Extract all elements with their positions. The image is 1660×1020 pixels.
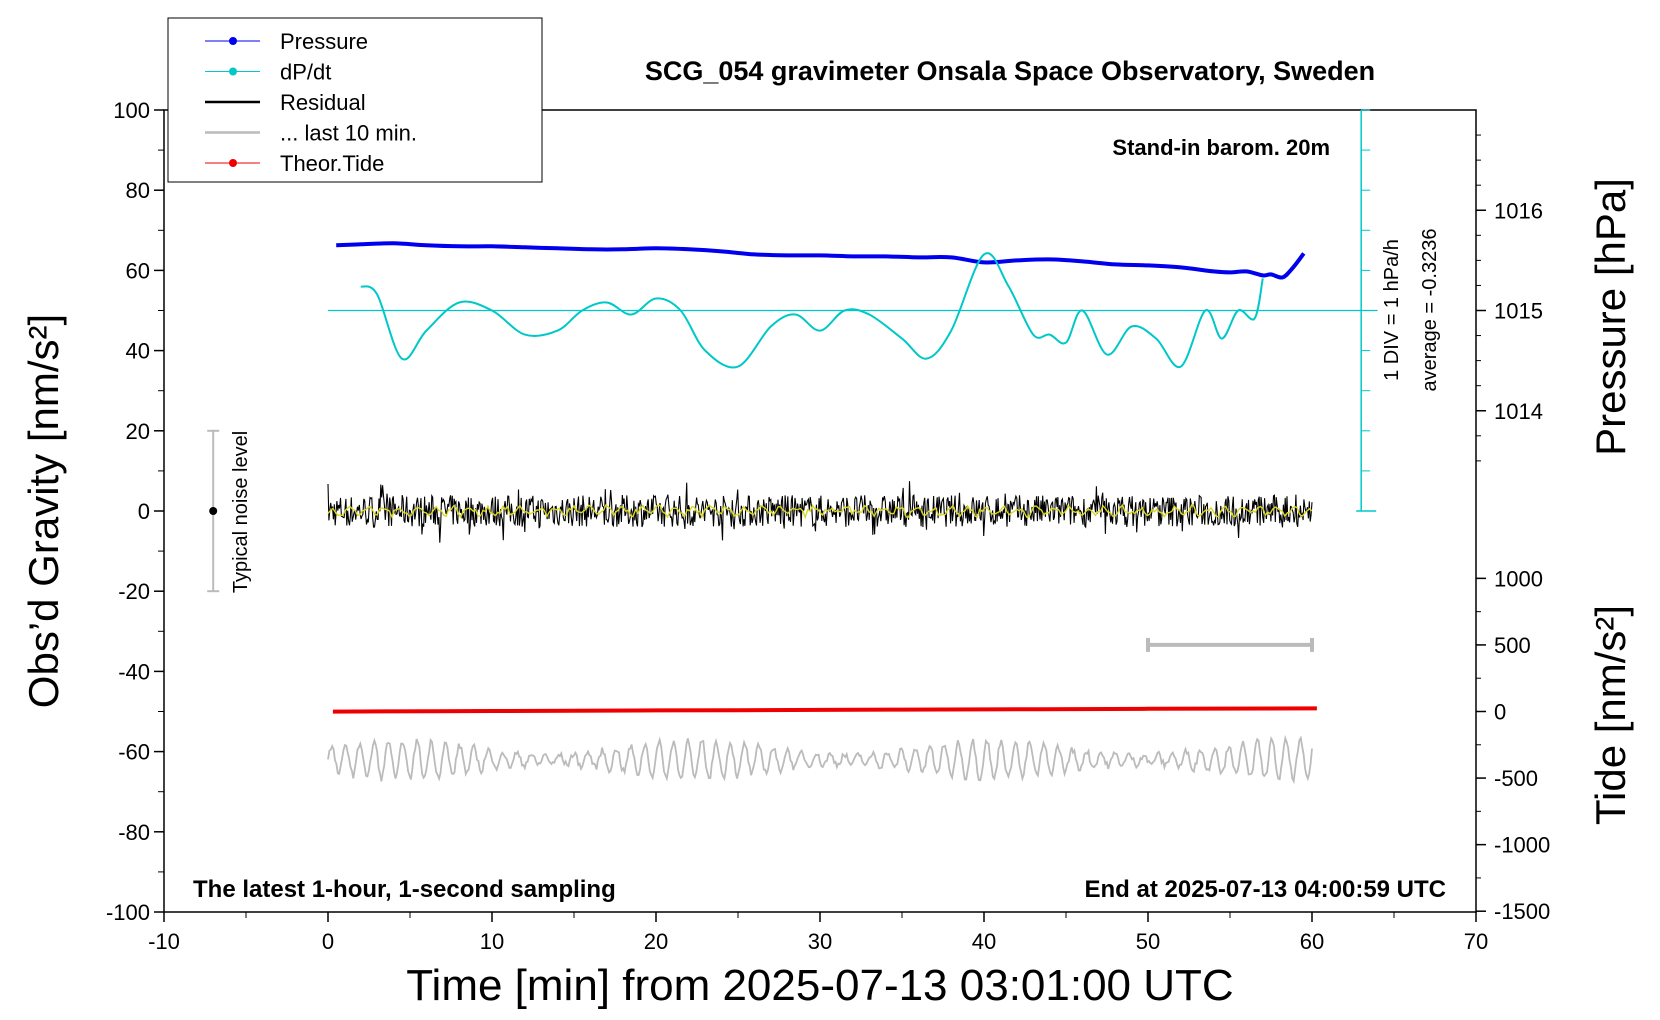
- x-tick-label: 50: [1136, 929, 1160, 954]
- x-tick-label: 70: [1464, 929, 1488, 954]
- y-tick-label: 100: [113, 98, 150, 123]
- noise-bar-dot: [209, 507, 218, 515]
- legend-label: Pressure: [280, 29, 368, 54]
- x-axis: -10 0 10 20 30 40 50 60 70: [148, 912, 1488, 954]
- y-tick-label: 20: [126, 419, 150, 444]
- legend-box: [167, 17, 543, 183]
- x-tick-label: 40: [972, 929, 996, 954]
- y-axis-label-pressure: Pressure [hPa]: [1587, 178, 1634, 456]
- barometer-note: Stand-in barom. 20m: [1112, 135, 1330, 160]
- y-tick-label: 80: [126, 178, 150, 203]
- y-tick-label: 60: [126, 258, 150, 283]
- y-tick-label: 40: [126, 339, 150, 364]
- tide-tick-label: -500: [1494, 766, 1538, 791]
- x-tick-label: 10: [480, 929, 504, 954]
- legend-label: dP/dt: [280, 60, 331, 85]
- pressure-tick-label: 1014: [1494, 399, 1543, 424]
- dpdt-scale-label: 1 DIV = 1 hPa/h: [1381, 239, 1403, 381]
- sampling-note: The latest 1-hour, 1-second sampling: [193, 876, 616, 903]
- x-tick-label: 20: [644, 929, 668, 954]
- y-axis-pressure: 1014 1015 1016: [1476, 134, 1543, 462]
- legend-marker: [229, 159, 237, 167]
- x-axis-label: Time [min] from 2025-07-13 03:01:00 UTC: [406, 961, 1233, 1010]
- end-time-note: End at 2025-07-13 04:00:59 UTC: [1085, 876, 1447, 903]
- pressure-tick-label: 1016: [1494, 198, 1543, 223]
- noise-label: Typical noise level: [230, 431, 252, 593]
- x-tick-label: 30: [808, 929, 832, 954]
- pressure-tick-label: 1015: [1494, 299, 1543, 324]
- series-pressure: [336, 241, 1306, 280]
- x-tick-label: -10: [148, 929, 180, 954]
- noise-bar: [207, 429, 220, 593]
- x-tick-label: 60: [1300, 929, 1324, 954]
- tide-tick-label: 1000: [1494, 566, 1543, 591]
- legend-marker: [229, 67, 237, 76]
- tide-tick-label: -1500: [1494, 899, 1550, 924]
- x-tick-label: 0: [322, 929, 334, 954]
- y-tick-label: -80: [118, 820, 150, 845]
- tide-tick-label: 500: [1494, 633, 1531, 658]
- tide-tick-label: -1000: [1494, 833, 1550, 858]
- legend-label: ... last 10 min.: [280, 121, 417, 146]
- legend-label: Residual: [280, 90, 366, 115]
- y-tick-label: -20: [118, 579, 150, 604]
- y-tick-label: -100: [106, 900, 150, 925]
- chart-title: SCG_054 gravimeter Onsala Space Observat…: [645, 56, 1375, 86]
- y-axis-label-tide: Tide [nm/s²]: [1587, 605, 1634, 825]
- y-tick-label: -40: [118, 659, 150, 684]
- series-last-10-min: [327, 734, 1313, 785]
- series-theoretical-tide: [332, 706, 1317, 714]
- series-dpdt: [360, 252, 1264, 369]
- dpdt-average-label: average = -0.3236: [1419, 229, 1441, 392]
- legend: Pressure dP/dt Residual ... last 10 min. The…: [167, 17, 543, 183]
- y-axis-tide: -1500 -1000 -500 0 500 1000: [1476, 566, 1550, 924]
- series-layer: [327, 241, 1378, 785]
- y-tick-label: -60: [118, 740, 150, 765]
- legend-marker: [229, 37, 237, 45]
- y-axis-left: -100 -80 -60 -40 -20 0 20 40 60 80 100: [106, 98, 164, 925]
- y-tick-label: 0: [138, 499, 150, 524]
- y-axis-label-left: Obs’d Gravity [nm/s²]: [20, 314, 67, 708]
- tide-tick-label: 0: [1494, 700, 1506, 725]
- series-residual-smoothed: [327, 503, 1313, 520]
- legend-label: Theor.Tide: [280, 151, 384, 176]
